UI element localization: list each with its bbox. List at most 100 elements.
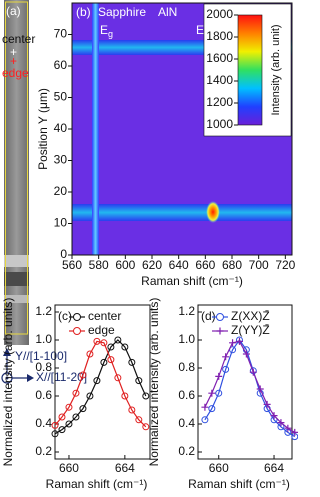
data-point	[58, 413, 66, 421]
data-point	[215, 372, 223, 380]
x-tick-label: 600	[115, 258, 135, 272]
data-point	[215, 389, 223, 397]
data-point	[93, 377, 101, 385]
data-point	[86, 392, 94, 400]
y-axis-title: Normalized intensity (arb. units)	[1, 298, 15, 467]
x-axis-title: Raman shift (cm⁻¹)	[46, 477, 148, 491]
data-point	[291, 428, 299, 436]
y-tick-label: 0.2	[35, 444, 52, 458]
data-point	[128, 406, 136, 414]
y-tick-label: 0.2	[178, 444, 195, 458]
data-point	[249, 368, 257, 376]
y-tick-label: 20	[54, 184, 68, 198]
y-tick-label: 50	[54, 90, 68, 104]
data-point	[222, 365, 230, 373]
colorbar-tick-label: 1600	[206, 51, 233, 65]
data-point	[114, 336, 122, 344]
data-point	[72, 413, 80, 421]
rod-band	[4, 295, 29, 303]
colorbar-title: Intensity (arb. unit)	[270, 24, 282, 115]
data-point	[79, 371, 87, 379]
legend-label: edge	[88, 323, 115, 337]
peak-symbol: E	[196, 23, 204, 37]
data-point	[270, 412, 278, 420]
data-point	[121, 343, 129, 351]
x-tick-label: 680	[222, 258, 242, 272]
rod-image	[4, 0, 29, 345]
hot-spot	[206, 201, 220, 223]
data-point	[79, 405, 87, 413]
y-tick-label: 60	[54, 58, 68, 72]
panel-label: (b)	[76, 5, 91, 19]
data-point	[65, 403, 73, 411]
data-point	[58, 426, 66, 434]
data-point	[86, 350, 94, 358]
y-direction: Y//[1-100]	[15, 349, 67, 363]
series-line	[204, 340, 296, 433]
series-line	[204, 338, 296, 438]
data-point	[51, 421, 59, 429]
colorbar-tick-label: 1200	[206, 95, 233, 109]
data-point	[222, 353, 230, 361]
annotation: +	[10, 54, 17, 68]
y-tick-label: 0.8	[178, 360, 195, 374]
material-label: Sapphire	[98, 5, 146, 19]
y-tick-label: 0.8	[35, 360, 52, 374]
x-tick-label: 660	[195, 258, 215, 272]
legend-label: center	[88, 309, 121, 323]
data-point	[242, 350, 250, 358]
data-point	[277, 419, 285, 427]
y-tick-label: 1.0	[178, 332, 195, 346]
peak-symbol: E	[100, 23, 108, 37]
colorbar-tick-label: 1000	[206, 117, 233, 131]
material-label: AlN	[158, 5, 177, 19]
y-tick-label: 1.0	[35, 332, 52, 346]
data-point	[256, 385, 264, 393]
colorbar-tick-label: 2000	[206, 7, 233, 21]
legend-marker	[216, 327, 224, 335]
y-tick-label: 1.2	[178, 304, 195, 318]
x-arrowhead	[27, 374, 34, 382]
y-tick-label: 0.4	[35, 416, 52, 430]
x-tick-label: 580	[89, 258, 109, 272]
legend-label: Z(YY)Z̄	[231, 323, 270, 337]
panel-label: (a)	[6, 4, 21, 18]
page: (a) Y//[1-100] X//[11-20] center + + edge 56…	[1, 0, 299, 492]
axes-key: Y//[1-100] X//[11-20]	[1, 348, 87, 384]
x-tick-label: 664	[115, 461, 135, 475]
x-tick-label: 660	[209, 461, 229, 475]
colorbar-tick-label: 1800	[206, 29, 233, 43]
intensity-band	[72, 204, 292, 221]
peak-label: Eg	[100, 23, 113, 39]
x-tick-label: 640	[169, 258, 189, 272]
data-point	[208, 389, 216, 397]
y-tick-label: 0.6	[178, 388, 195, 402]
y-axis-title: Normalized intensity (arb. units)	[147, 298, 161, 467]
data-point	[51, 430, 59, 438]
y-axis-title: Position Y (μm)	[36, 88, 50, 170]
data-point	[65, 420, 73, 428]
legend-label: Z(XX)Z̄	[231, 309, 270, 323]
data-point	[235, 337, 243, 345]
y-tick-label: 0.6	[35, 388, 52, 402]
sapphire-line	[92, 3, 99, 255]
data-point	[201, 416, 209, 424]
annotation: center	[2, 32, 35, 46]
z-axis-symbol	[5, 376, 9, 380]
series-line	[54, 339, 147, 435]
y-tick-label: 1.2	[35, 304, 52, 318]
y-tick-label: 30	[54, 153, 68, 167]
y-tick-label: 0	[60, 247, 67, 261]
y-tick-label: 40	[54, 121, 68, 135]
annotation: +	[10, 45, 17, 59]
y-tick-label: 10	[54, 216, 68, 230]
plot-frame	[54, 304, 151, 460]
data-point	[142, 392, 150, 400]
plot-frame	[197, 304, 293, 460]
data-point	[93, 337, 101, 345]
data-point	[201, 403, 209, 411]
x-direction: X//[11-20]	[36, 370, 87, 384]
x-tick-label: 620	[142, 258, 162, 272]
y-arrowhead	[3, 348, 11, 356]
data-point	[263, 400, 271, 408]
